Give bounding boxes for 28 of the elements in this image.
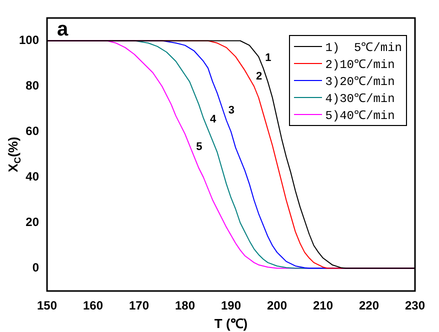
x-tick-label: 230	[404, 298, 426, 313]
legend-label: 1) 5℃/min	[325, 40, 402, 55]
x-tick-label: 210	[312, 298, 334, 313]
annotation: 2	[256, 70, 262, 82]
x-tick-label: 180	[175, 298, 196, 313]
y-tick-label: 0	[32, 260, 40, 275]
x-tick-label: 170	[129, 298, 150, 313]
chart-title: a	[57, 18, 70, 41]
x-tick-label: 220	[358, 298, 380, 313]
y-tick-label: 100	[18, 33, 40, 48]
x-tick-label: 160	[83, 298, 104, 313]
y-tick-label: 60	[26, 124, 40, 138]
legend-label: 4)30℃/min	[325, 91, 395, 106]
annotation: 1	[265, 52, 272, 64]
legend-label: 2)10℃/min	[325, 57, 395, 72]
legend-label: 3)20℃/min	[325, 74, 395, 89]
x-axis-title: T (℃)	[214, 316, 248, 331]
y-tick-label: 20	[26, 215, 40, 230]
y-tick-label: 80	[26, 78, 40, 93]
annotation: 3	[228, 104, 234, 116]
y-tick-label: 40	[26, 170, 40, 184]
x-tick-label: 150	[37, 298, 58, 313]
annotation: 5	[196, 140, 202, 153]
y-axis-title: XC(%)	[6, 136, 22, 172]
x-tick-label: 200	[266, 298, 288, 313]
x-tick-label: 190	[220, 298, 242, 313]
annotation: 4	[210, 114, 217, 126]
legend-label: 5)40℃/min	[325, 108, 395, 123]
